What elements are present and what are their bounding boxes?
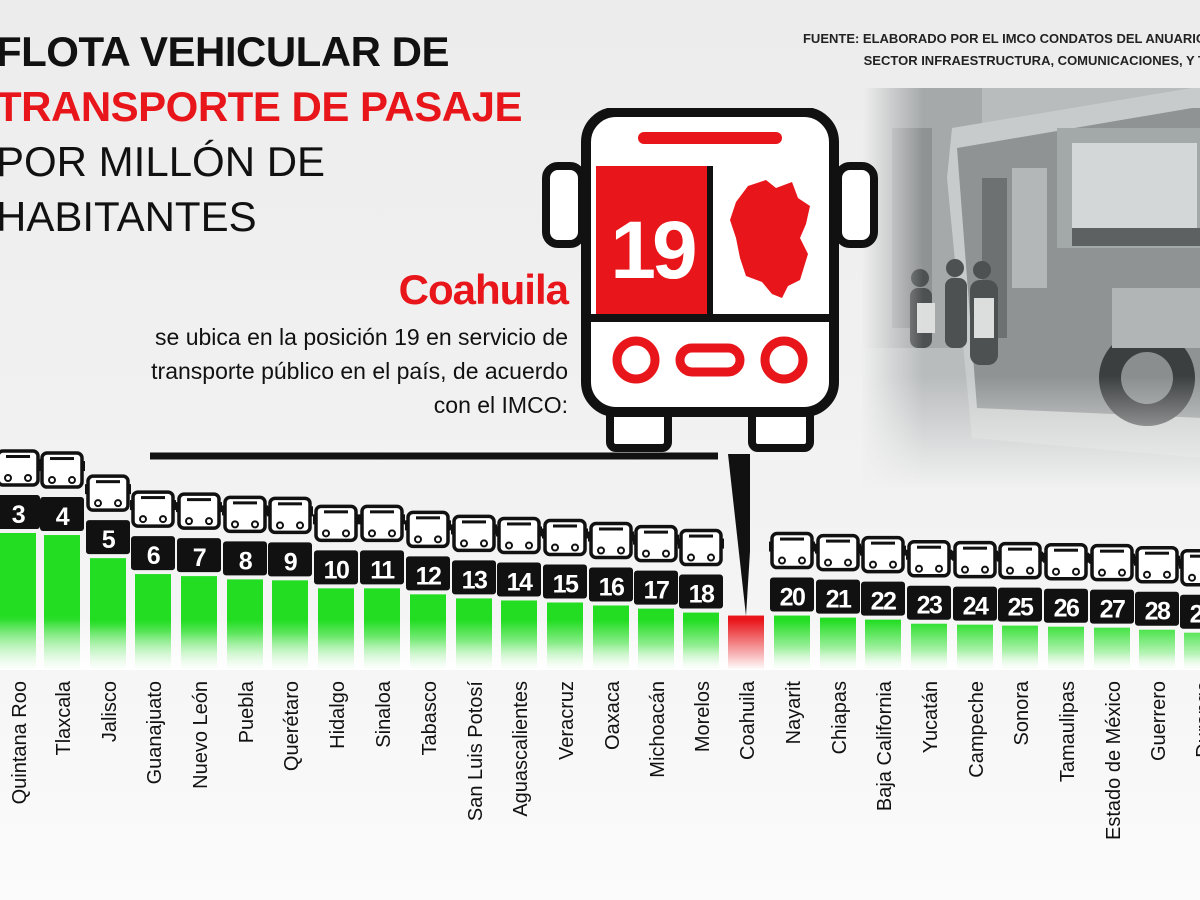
bus-photo	[862, 88, 1200, 488]
category-label-13: Oaxaca	[602, 680, 624, 750]
rank-badge-3: 6	[130, 490, 176, 571]
rank-label-8: 11	[370, 556, 395, 584]
rank-label-17: 20	[780, 584, 805, 612]
rank-badge-4: 7	[176, 492, 222, 573]
rank-badge-10: 13	[451, 514, 497, 595]
rank-label-2: 5	[102, 526, 116, 554]
rank-label-3: 6	[147, 542, 160, 570]
rank-label-1: 4	[56, 503, 70, 531]
category-label-5: Puebla	[236, 680, 258, 743]
category-label-12: Veracruz	[556, 681, 578, 760]
rank-badge-13: 16	[588, 521, 634, 602]
rank-badge-18: 21	[815, 533, 861, 614]
rank-label-11: 14	[507, 568, 533, 596]
rank-label-15: 18	[689, 581, 715, 609]
rank-label-6: 9	[284, 548, 297, 576]
rank-label-13: 16	[599, 573, 624, 601]
category-label-0: Quintana Roo	[9, 681, 31, 804]
category-label-4: Nuevo León	[190, 681, 212, 789]
category-label-23: Tamaulipas	[1057, 681, 1079, 782]
category-label-24: Estado de México	[1103, 681, 1125, 840]
big-bus-icon: 19	[542, 108, 878, 452]
rank-label-25: 28	[1145, 598, 1171, 626]
category-label-3: Guanajuato	[144, 681, 166, 784]
rank-label-5: 8	[239, 547, 253, 575]
rank-label-22: 25	[1008, 594, 1034, 622]
rank-badge-22: 25	[997, 541, 1043, 622]
rank-badge-12: 15	[542, 518, 588, 599]
chart-base-fade	[0, 620, 1200, 670]
category-label-16: Coahuila	[737, 680, 759, 760]
highlight-description: se ubica en la posición 19 en servicio d…	[151, 324, 568, 418]
rank-label-24: 27	[1100, 596, 1125, 624]
category-label-1: Tlaxcala	[53, 680, 75, 755]
rank-badge-20: 23	[906, 539, 952, 620]
rank-label-7: 10	[324, 556, 349, 584]
source-note: FUENTE: ELABORADO POR EL IMCO CONDATOS D…	[803, 28, 1200, 72]
rank-badge-24: 27	[1089, 543, 1135, 624]
ranking-bar-chart: 3 4 5 6 7 8 9 10 11 12 13 14 15 16 17 18 20 21 22 23 24 25 26 2…	[0, 449, 1200, 840]
rank-badge-11: 14	[496, 516, 542, 597]
category-label-9: Tabasco	[419, 681, 441, 756]
rank-label-9: 12	[416, 562, 441, 590]
rank-label-20: 23	[917, 592, 942, 620]
category-label-25: Guerrero	[1148, 681, 1170, 761]
category-label-6: Querétaro	[281, 681, 303, 771]
rank-badge-17: 20	[769, 531, 815, 612]
rank-label-4: 7	[193, 544, 206, 572]
title-line-1: FLOTA VEHICULAR DE	[0, 28, 449, 75]
rank-badge-26: 29	[1179, 548, 1200, 629]
title-line-2: TRANSPORTE DE PASAJE	[0, 83, 522, 130]
category-label-20: Yucatán	[920, 681, 942, 753]
rank-badge-5: 8	[222, 495, 268, 576]
source-line-1: FUENTE: ELABORADO POR EL IMCO CONDATOS D…	[802, 31, 1200, 46]
rank-label-14: 17	[644, 577, 669, 605]
rank-label-23: 26	[1054, 595, 1079, 623]
rank-badge-19: 22	[860, 535, 906, 616]
category-label-26: Durango	[1193, 681, 1200, 758]
rank-badge-0: 3	[0, 449, 41, 529]
category-label-8: Sinaloa	[373, 680, 395, 748]
category-label-7: Hidalgo	[327, 681, 349, 749]
category-label-17: Nayarit	[783, 681, 805, 745]
title-line-4: HABITANTES	[0, 193, 257, 240]
rank-badge-6: 9	[267, 496, 313, 577]
rank-label-26: 29	[1190, 601, 1200, 629]
rank-label-18: 21	[826, 586, 852, 614]
callout-pointer	[150, 452, 750, 616]
rank-label-0: 3	[12, 501, 25, 529]
rank-label-21: 24	[963, 593, 989, 621]
rank-label-19: 22	[871, 588, 896, 616]
category-label-2: Jalisco	[99, 681, 121, 742]
rank-badge-8: 11	[359, 504, 405, 585]
category-label-21: Campeche	[966, 681, 988, 778]
rank-label-10: 13	[462, 566, 487, 594]
category-label-10: San Luis Potosí	[465, 681, 487, 822]
rank-badge-1: 4	[39, 451, 85, 532]
rank-badge-25: 28	[1134, 545, 1180, 626]
category-label-19: Baja California	[874, 680, 896, 811]
category-label-18: Chiapas	[829, 681, 851, 754]
title-line-3: POR MILLÓN DE	[0, 138, 326, 185]
rank-badge-2: 5	[85, 474, 131, 555]
rank-badge-23: 26	[1043, 542, 1089, 623]
rank-badge-14: 17	[633, 524, 679, 605]
category-label-15: Morelos	[692, 681, 714, 752]
source-line-2: SECTOR INFRAESTRUCTURA, COMUNICACIONES, …	[863, 53, 1200, 68]
big-bus-rank-label: 19	[610, 205, 695, 296]
rank-badge-15: 18	[678, 528, 724, 609]
highlight-state-name: Coahuila	[398, 266, 569, 313]
rank-badge-9: 12	[405, 510, 451, 591]
category-label-22: Sonora	[1011, 680, 1033, 745]
rank-label-12: 15	[553, 570, 579, 598]
rank-badge-7: 10	[313, 504, 359, 585]
rank-badge-21: 24	[952, 540, 998, 621]
category-label-11: Aguascalientes	[510, 681, 532, 817]
category-label-14: Michoacán	[647, 681, 669, 778]
coahuila-map-icon	[730, 180, 810, 298]
